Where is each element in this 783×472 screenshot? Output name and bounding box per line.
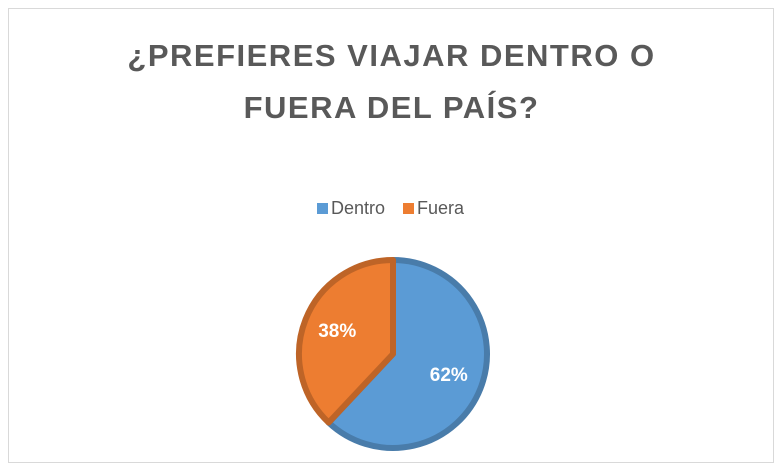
data-label: 38%: [318, 321, 356, 342]
chart-title: ¿PREFIERES VIAJAR DENTRO O FUERA DEL PAÍ…: [127, 38, 656, 125]
data-label: 62%: [430, 365, 468, 386]
title-box: ¿PREFIERES VIAJAR DENTRO O FUERA DEL PAÍ…: [0, 30, 783, 134]
legend-label: Dentro: [331, 198, 385, 218]
legend-swatch: [317, 203, 328, 214]
pie-slice: [325, 257, 490, 451]
pie-slice: [296, 257, 396, 426]
chart-frame: [8, 8, 774, 463]
legend-label: Fuera: [417, 198, 465, 218]
legend-swatch: [403, 203, 414, 214]
